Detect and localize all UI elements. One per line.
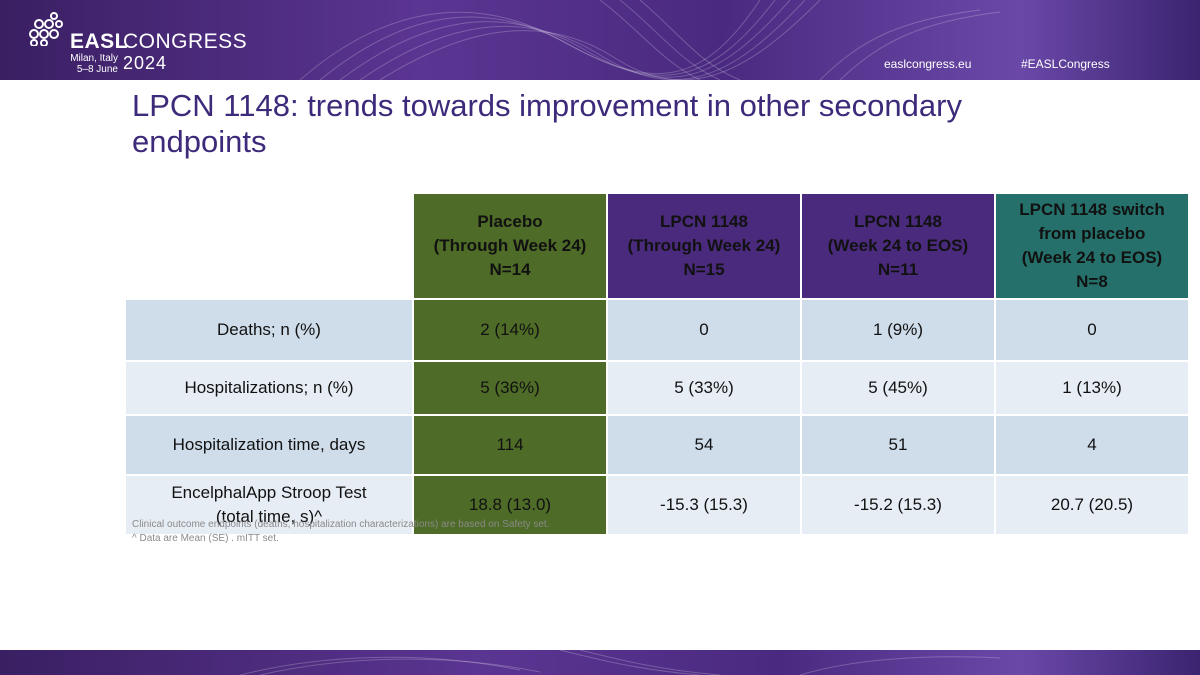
event-dates: 5–8 June <box>76 64 118 75</box>
table-cell: 0 <box>606 298 802 362</box>
brand-name: EASL <box>70 30 129 53</box>
footnotes: Clinical outcome endpoints (deaths, hosp… <box>132 518 549 546</box>
table-cell: -15.2 (15.3) <box>800 474 996 536</box>
row-label-text: Hospitalization time, days <box>172 435 366 454</box>
table-cell: 1 (9%) <box>800 298 996 362</box>
column-header-lpcn-switch: LPCN 1148 switch from placebo (Week 24 t… <box>994 192 1190 300</box>
column-header-line: (Through Week 24) <box>433 236 587 255</box>
column-header-lpcn-week24-to-eos: LPCN 1148 (Week 24 to EOS) N=11 <box>800 192 996 300</box>
event-year: 2024 <box>123 53 168 73</box>
column-header-line: N=8 <box>1076 272 1108 291</box>
table-header-row: Placebo (Through Week 24) N=14 LPCN 1148… <box>124 192 1190 300</box>
endpoints-table: Placebo (Through Week 24) N=14 LPCN 1148… <box>124 192 1190 536</box>
footnote-line: Clinical outcome endpoints (deaths, hosp… <box>132 519 550 530</box>
column-header-line: N=15 <box>683 260 725 279</box>
table-row: Hospitalization time, days 114 54 51 4 <box>124 414 1190 476</box>
row-label: Hospitalization time, days <box>124 414 414 476</box>
hashtag-link[interactable]: #EASLCongress <box>1021 57 1110 71</box>
column-header-line: N=14 <box>489 260 531 279</box>
table-row: Hospitalizations; n (%) 5 (36%) 5 (33%) … <box>124 360 1190 416</box>
column-header-line: N=11 <box>877 260 919 279</box>
website-link[interactable]: easlcongress.eu <box>884 57 972 71</box>
header-blank-cell <box>124 192 414 300</box>
event-location-dates: Milan, Italy 5–8 June <box>58 53 118 75</box>
table-cell: 54 <box>606 414 802 476</box>
column-header-line: LPCN 1148 switch <box>1019 200 1165 219</box>
table-cell: 1 (13%) <box>994 360 1190 416</box>
column-header-line: LPCN 1148 <box>854 212 942 231</box>
footnote-line: ^ Data are Mean (SE) . mITT set. <box>132 533 279 544</box>
event-location: Milan, Italy <box>70 53 118 64</box>
row-label-text: EncelphalApp Stroop Test <box>171 483 367 502</box>
column-header-line: (Week 24 to EOS) <box>827 236 969 255</box>
footer-wave-pattern <box>239 650 1001 675</box>
table-row: EncelphalApp Stroop Test (total time, s)… <box>124 474 1190 536</box>
table-cell: 20.7 (20.5) <box>994 474 1190 536</box>
event-name: CONGRESS <box>123 30 248 53</box>
table-cell: 5 (33%) <box>606 360 802 416</box>
column-header-line: from placebo <box>1038 224 1146 243</box>
column-header-lpcn-through-week24: LPCN 1148 (Through Week 24) N=15 <box>606 192 802 300</box>
footer-banner <box>0 650 1200 675</box>
column-header-line: LPCN 1148 <box>660 212 748 231</box>
row-label-text: Hospitalizations; n (%) <box>184 378 354 397</box>
easl-dots-icon <box>29 12 63 46</box>
table-cell: -15.3 (15.3) <box>606 474 802 536</box>
header-banner: EASL CONGRESS Milan, Italy 5–8 June 2024… <box>0 0 1200 80</box>
column-header-placebo: Placebo (Through Week 24) N=14 <box>412 192 608 300</box>
table-cell: 18.8 (13.0) <box>412 474 608 536</box>
row-label: Deaths; n (%) <box>124 298 414 362</box>
table-cell: 5 (36%) <box>412 360 608 416</box>
column-header-line: Placebo <box>477 212 543 231</box>
row-label-text: Deaths; n (%) <box>217 320 321 339</box>
table-cell: 5 (45%) <box>800 360 996 416</box>
slide-title: LPCN 1148: trends towards improvement in… <box>132 88 962 159</box>
row-label: Hospitalizations; n (%) <box>124 360 414 416</box>
row-label-text: (total time, s)^ <box>215 507 323 526</box>
wave-pattern <box>299 0 1001 80</box>
table-cell: 114 <box>412 414 608 476</box>
column-header-line: (Through Week 24) <box>627 236 781 255</box>
row-label: EncelphalApp Stroop Test (total time, s)… <box>124 474 414 536</box>
table-cell: 51 <box>800 414 996 476</box>
table-cell: 0 <box>994 298 1190 362</box>
table-row: Deaths; n (%) 2 (14%) 0 1 (9%) 0 <box>124 298 1190 362</box>
table-cell: 4 <box>994 414 1190 476</box>
easl-congress-logo: EASL CONGRESS Milan, Italy 5–8 June 2024 <box>26 12 266 75</box>
table-cell: 2 (14%) <box>412 298 608 362</box>
column-header-line: (Week 24 to EOS) <box>1021 248 1163 267</box>
